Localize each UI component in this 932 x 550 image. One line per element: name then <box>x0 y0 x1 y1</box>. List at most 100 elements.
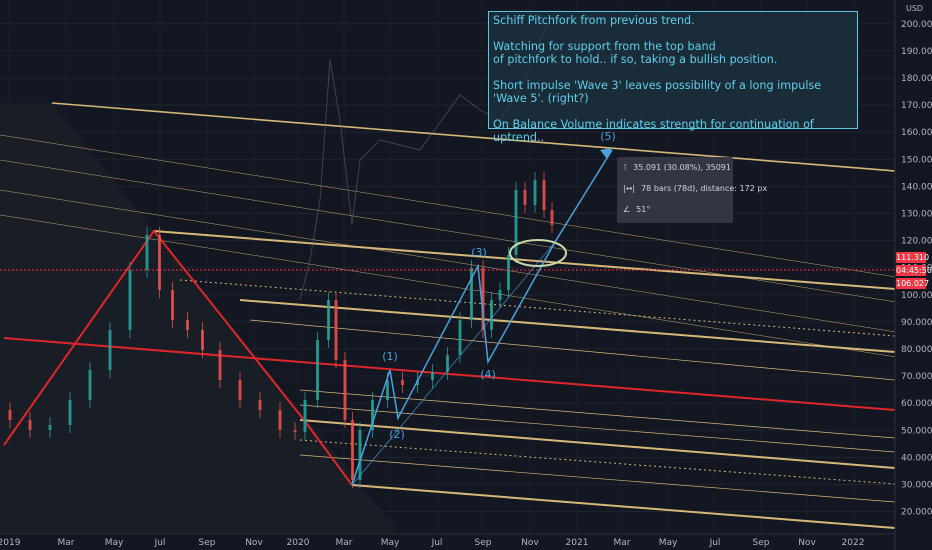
candle-body <box>533 180 537 205</box>
price-marker-countdown: 04:45:50 <box>896 265 932 276</box>
y-tick-label: 100.000 <box>901 291 932 301</box>
x-tick-label: May <box>659 538 678 548</box>
x-tick-label: Jul <box>431 538 443 548</box>
candle-body <box>498 290 502 300</box>
candle-body <box>343 360 347 420</box>
candle-body <box>481 268 485 330</box>
fork-pivots <box>3 229 353 486</box>
candle-body <box>371 400 374 430</box>
annotation-line-1: Schiff Pitchfork from previous trend. <box>493 14 695 27</box>
fork-band-6 <box>299 454 896 503</box>
y-tick-label: 150.000 <box>901 155 932 165</box>
candle-body <box>258 400 262 410</box>
angle-icon: ∠ <box>623 205 631 214</box>
y-tick-label: 80.000 <box>901 345 932 355</box>
y-tick-label: 20.000 <box>901 508 932 518</box>
candle-body <box>327 300 330 340</box>
measure-price-row: ⊺ 35.091 (30.08%), 35091 <box>623 163 731 172</box>
y-tick-label: 160.000 <box>901 128 932 138</box>
fork-median-line <box>3 337 896 411</box>
candle-body <box>446 355 449 372</box>
x-tick-label: Sep <box>475 538 492 548</box>
wave-arrow-head <box>600 148 612 159</box>
candle-body <box>145 235 149 270</box>
x-tick-label: Jul <box>709 538 721 548</box>
x-tick-label: May <box>105 538 124 548</box>
x-tick-label: Mar <box>614 538 631 548</box>
measure-angle-row: ∠ 51° <box>623 205 650 214</box>
x-axis: 2019 Mar May Jul Sep Nov 2020 Mar May Jul Sep Nov 20… <box>0 533 895 548</box>
wave-label: (3) <box>471 246 487 259</box>
candle-body <box>386 380 389 400</box>
x-tick-label: Nov <box>798 538 816 548</box>
candle-body <box>218 350 222 380</box>
candle-body <box>542 180 546 210</box>
wave-channel-line <box>351 241 556 486</box>
y-tick-label: 40.000 <box>901 453 932 463</box>
candle-body <box>8 410 12 420</box>
candle-body <box>238 380 242 400</box>
candle-body <box>293 430 297 432</box>
candle-body <box>171 290 174 320</box>
fork-upper-tine <box>153 230 896 290</box>
annotation-box[interactable]: Schiff Pitchfork from previous trend. Wa… <box>488 11 858 144</box>
fork-band-2 <box>239 299 896 353</box>
candle-body <box>201 330 204 350</box>
y-tick-label: 130.000 <box>901 209 932 219</box>
candle-body <box>316 340 319 400</box>
candle-body <box>28 420 32 430</box>
candle-body <box>523 190 527 205</box>
x-tick-label: 2020 <box>287 538 310 548</box>
measure-bars-row: |↔| 78 bars (78d), distance: 172 px <box>623 184 767 193</box>
candle-body <box>490 300 493 330</box>
x-tick-label: Nov <box>521 538 539 548</box>
currency-label: USD <box>906 4 924 13</box>
wave-label: (2) <box>389 428 405 441</box>
y-tick-label: 60.000 <box>901 399 932 409</box>
fork-band-3 <box>249 319 896 381</box>
fork-band-5 <box>299 404 896 453</box>
fork-top-line <box>51 102 896 172</box>
candle-body <box>158 235 161 290</box>
candlestick-series <box>8 19 554 488</box>
x-tick-label: 2019 <box>0 538 21 548</box>
candle-body <box>48 425 52 430</box>
candle-body <box>108 330 112 370</box>
annotation-line-4: On Balance Volume indicates strength for… <box>493 118 814 144</box>
candle-body <box>186 320 189 330</box>
x-tick-label: Nov <box>245 538 263 548</box>
candle-body <box>278 410 282 430</box>
x-tick-label: Sep <box>753 538 770 548</box>
bars-range-icon: |↔| <box>623 184 636 193</box>
y-tick-label: 170.000 <box>901 101 932 111</box>
candle-body <box>550 210 554 225</box>
y-tick-label: 190.000 <box>901 47 932 57</box>
candle-body <box>401 380 404 385</box>
candle-body <box>458 320 462 355</box>
support-ellipse <box>509 239 567 267</box>
fork-bottom-line <box>351 484 896 529</box>
x-tick-label: May <box>381 538 400 548</box>
candle-body <box>88 370 92 400</box>
candle-body <box>470 268 473 320</box>
wave-label: (4) <box>480 368 496 381</box>
y-tick-label: 120.000 <box>901 237 932 247</box>
y-tick-label: 30.000 <box>901 480 932 490</box>
price-marker-close: 106.027 <box>896 278 930 289</box>
candle-body <box>507 255 510 290</box>
price-marker-last: 111.310 <box>896 252 930 263</box>
candle-body <box>334 300 338 360</box>
measure-angle: 51° <box>636 205 651 214</box>
candle-body <box>431 372 434 380</box>
wave-label: (1) <box>382 350 398 363</box>
annotation-line-2: Watching for support from the top band o… <box>493 40 778 66</box>
measure-price-change: 35.091 (30.08%), 35091 <box>633 163 731 172</box>
y-tick-label: 180.000 <box>901 74 932 84</box>
candle-body <box>68 400 72 425</box>
candle-body <box>514 190 518 255</box>
measure-tooltip: ⊺ 35.091 (30.08%), 35091 |↔| 78 bars (78… <box>617 157 767 223</box>
x-tick-label: Jul <box>154 538 166 548</box>
candle-body <box>358 430 362 480</box>
fork-band-line <box>0 134 896 278</box>
candle-body <box>303 400 307 432</box>
